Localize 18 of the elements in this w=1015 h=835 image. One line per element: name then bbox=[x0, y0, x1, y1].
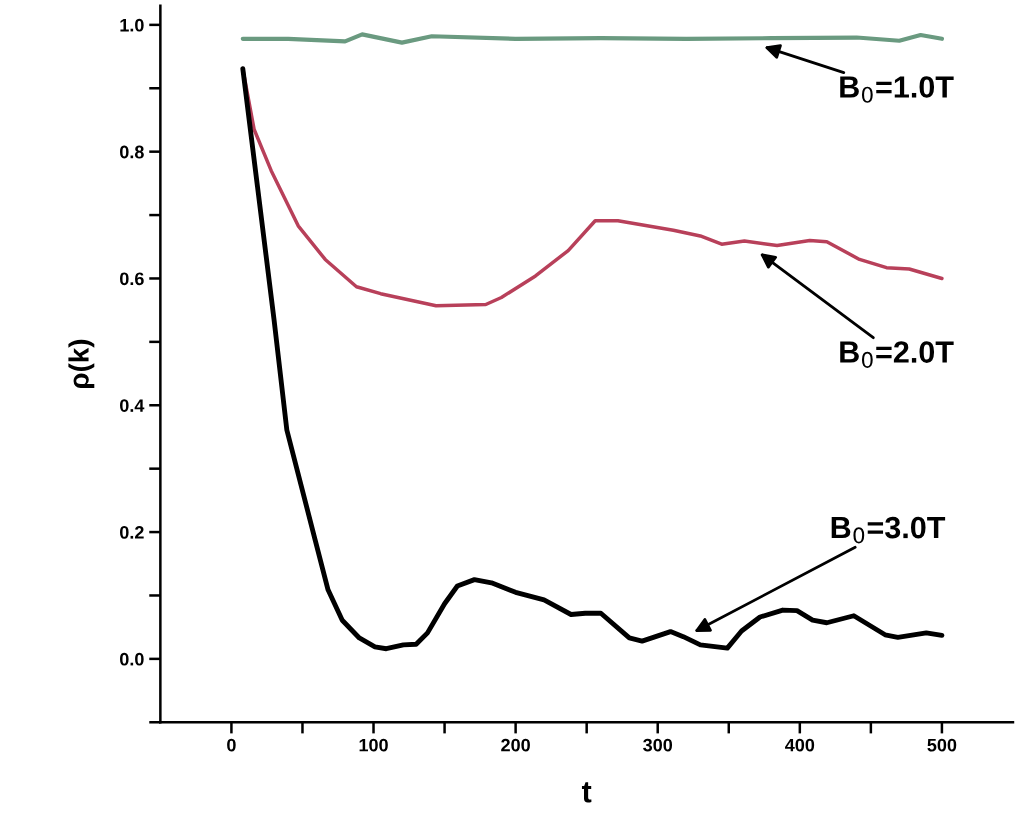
x-tick-label: 100 bbox=[359, 738, 388, 752]
y-tick-label: 1.0 bbox=[120, 18, 144, 32]
annotation: B$_{0}$=1.0T bbox=[840, 76, 954, 103]
x-tick-label: 200 bbox=[501, 738, 530, 752]
x-tick-label: 400 bbox=[785, 738, 815, 752]
y-tick-label: 0.0 bbox=[120, 652, 144, 666]
x-tick-label: 500 bbox=[927, 738, 957, 752]
x-tick-label: 0 bbox=[227, 738, 236, 752]
y-tick-label: 0.2 bbox=[120, 526, 144, 539]
y-tick-label: 0.6 bbox=[120, 272, 144, 286]
line-series bbox=[240, 32, 945, 45]
annotation: B$_{0}$=2.0T bbox=[840, 341, 954, 368]
x-tick-label: 300 bbox=[643, 738, 673, 752]
y-axis-title: ρ(k) bbox=[68, 339, 95, 388]
annotation: B$_{0}$=3.0T bbox=[831, 516, 946, 544]
y-tick-label: 0.8 bbox=[120, 145, 144, 159]
y-tick-label: 0.4 bbox=[120, 399, 145, 412]
x-axis-title: t bbox=[581, 782, 592, 803]
